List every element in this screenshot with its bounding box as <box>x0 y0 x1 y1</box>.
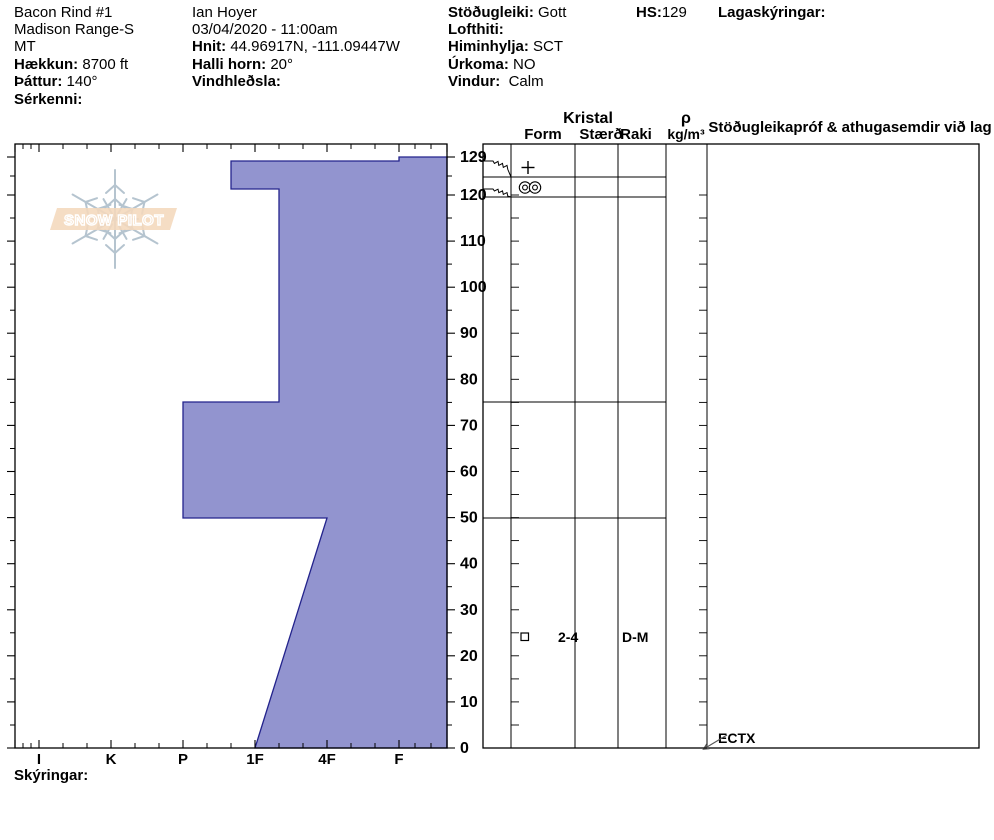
svg-text:80: 80 <box>460 371 478 388</box>
svg-text:40: 40 <box>460 556 478 573</box>
svg-text:SNOW PILOT: SNOW PILOT <box>64 212 164 229</box>
svg-text:0: 0 <box>460 740 469 757</box>
svg-text:120: 120 <box>460 187 487 204</box>
svg-text:100: 100 <box>460 279 487 296</box>
svg-text:90: 90 <box>460 325 478 342</box>
svg-text:70: 70 <box>460 417 478 434</box>
svg-text:30: 30 <box>460 602 478 619</box>
svg-text:110: 110 <box>460 233 486 250</box>
svg-text:129: 129 <box>460 149 487 166</box>
svg-text:50: 50 <box>460 510 478 527</box>
svg-text:10: 10 <box>460 694 478 711</box>
svg-text:60: 60 <box>460 464 478 481</box>
svg-text:20: 20 <box>460 648 478 665</box>
